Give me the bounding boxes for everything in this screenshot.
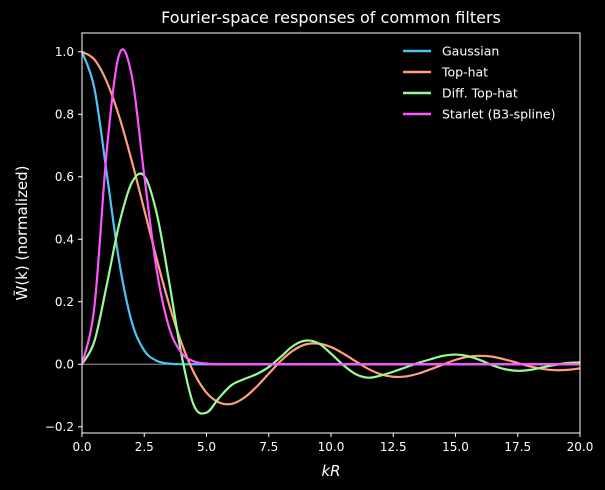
- x-tick-label: 10.0: [318, 440, 345, 454]
- x-tick-label: 5.0: [197, 440, 216, 454]
- x-tick-label: 0.0: [72, 440, 91, 454]
- y-tick-label: 1.0: [55, 45, 74, 59]
- legend-label-3: Starlet (B3-spline): [442, 107, 555, 122]
- x-tick-label: 12.5: [380, 440, 407, 454]
- y-tick-label: 0.6: [55, 170, 74, 184]
- series-line-3: [82, 48, 580, 366]
- legend-label-1: Top-hat: [441, 65, 488, 80]
- legend: Gaussian Top-hat Diff. Top-hat Starlet (B3-…: [403, 44, 555, 122]
- plot-area: [81, 32, 581, 434]
- y-tick-label: 0.8: [55, 107, 74, 121]
- series-layer: [82, 48, 580, 415]
- x-tick-label: 20.0: [567, 440, 594, 454]
- y-axis-label: W̃(k) (normalized): [12, 165, 31, 300]
- y-tick-label: −0.2: [45, 420, 74, 434]
- x-tick-label: 2.5: [135, 440, 154, 454]
- x-tick-label: 7.5: [259, 440, 278, 454]
- legend-label-0: Gaussian: [442, 44, 499, 59]
- chart-title: Fourier-space responses of common filter…: [161, 8, 501, 27]
- x-tick-label: 15.0: [442, 440, 469, 454]
- y-tick-label: 0.2: [55, 295, 74, 309]
- x-axis-ticks: 0.0 2.5 5.0 7.5 10.0 12.5 15.0 17.5 20.0: [72, 433, 593, 454]
- x-axis-label: kR: [321, 462, 340, 480]
- y-tick-label: 0.0: [55, 357, 74, 371]
- y-axis-ticks: −0.2 0.0 0.2 0.4 0.6 0.8 1.0: [45, 45, 82, 434]
- legend-label-2: Diff. Top-hat: [442, 86, 518, 101]
- x-tick-label: 17.5: [504, 440, 531, 454]
- y-tick-label: 0.4: [55, 232, 74, 246]
- series-line-1: [82, 50, 580, 406]
- series-line-2: [82, 172, 580, 415]
